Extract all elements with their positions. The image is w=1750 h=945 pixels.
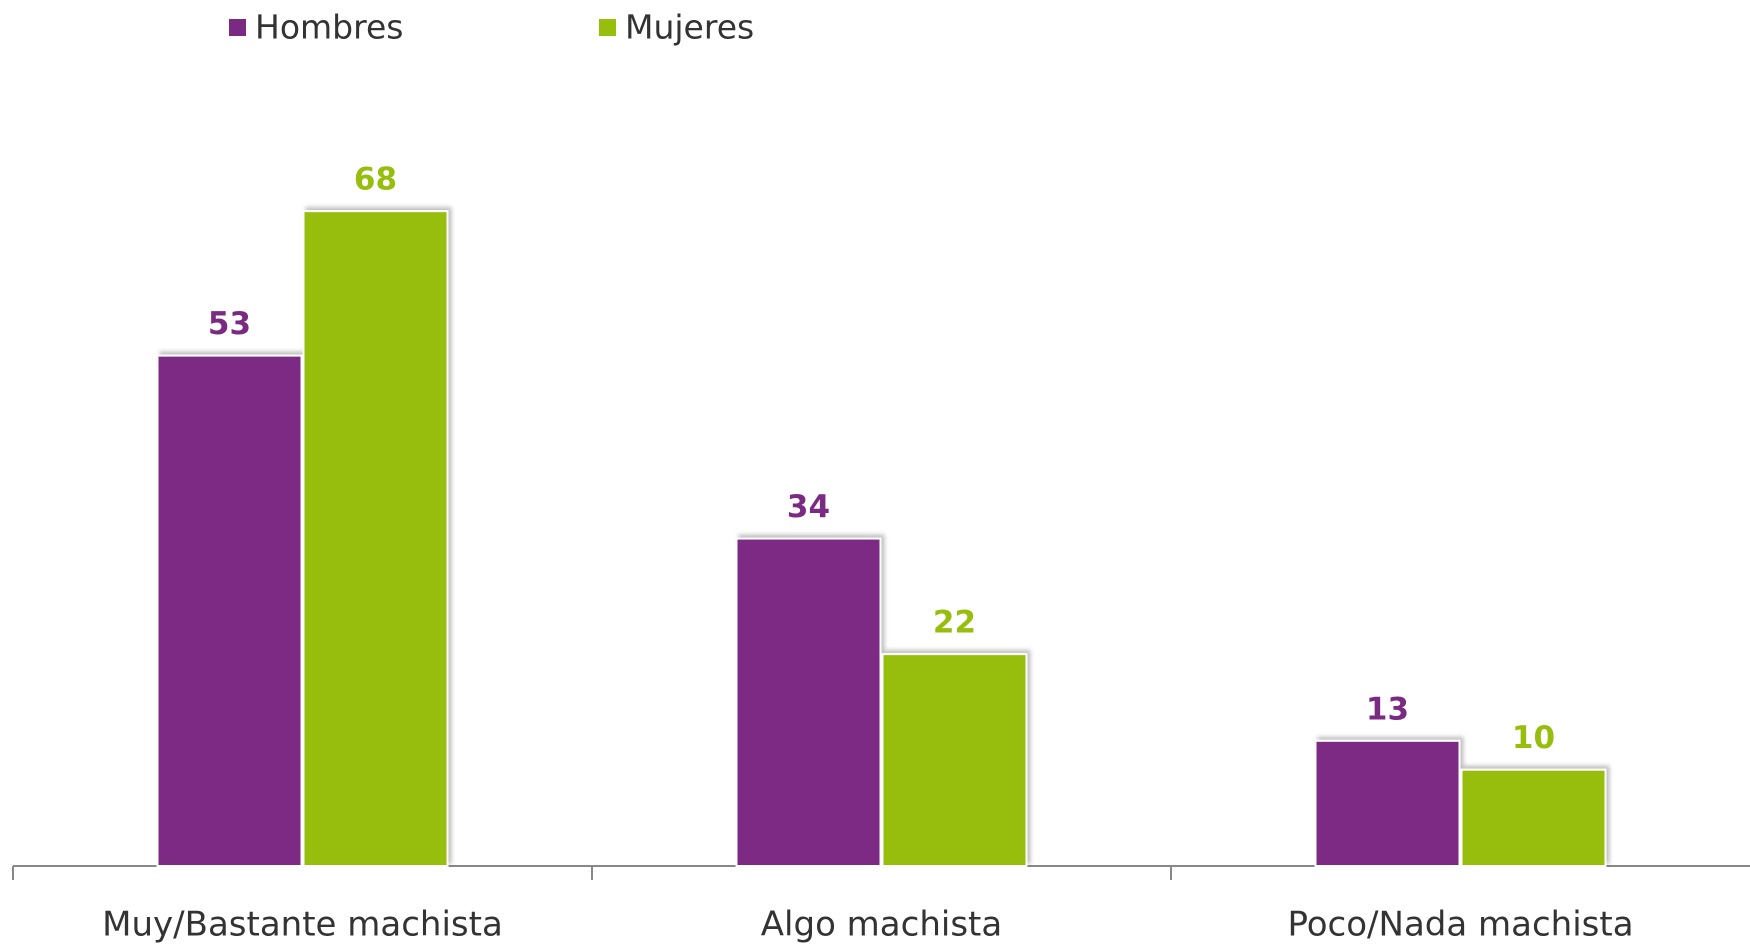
bar <box>735 537 882 868</box>
bar <box>302 210 449 868</box>
x-tick-label: Muy/Bastante machista <box>102 905 503 945</box>
bar <box>881 653 1028 868</box>
bar <box>156 354 303 867</box>
x-tick-label: Algo machista <box>761 905 1002 945</box>
legend-swatch <box>229 19 246 36</box>
legend-label: Mujeres <box>625 8 754 47</box>
data-label: 10 <box>1512 720 1555 756</box>
legend-label: Hombres <box>255 8 403 47</box>
data-label: 34 <box>787 489 830 525</box>
data-label: 13 <box>1366 691 1409 727</box>
bar <box>1314 739 1461 867</box>
legend-swatch <box>599 19 616 36</box>
data-label: 68 <box>354 162 397 198</box>
bar <box>1460 768 1607 868</box>
data-label: 22 <box>933 605 976 641</box>
data-label: 53 <box>208 306 251 342</box>
x-tick-label: Poco/Nada machista <box>1287 905 1633 945</box>
